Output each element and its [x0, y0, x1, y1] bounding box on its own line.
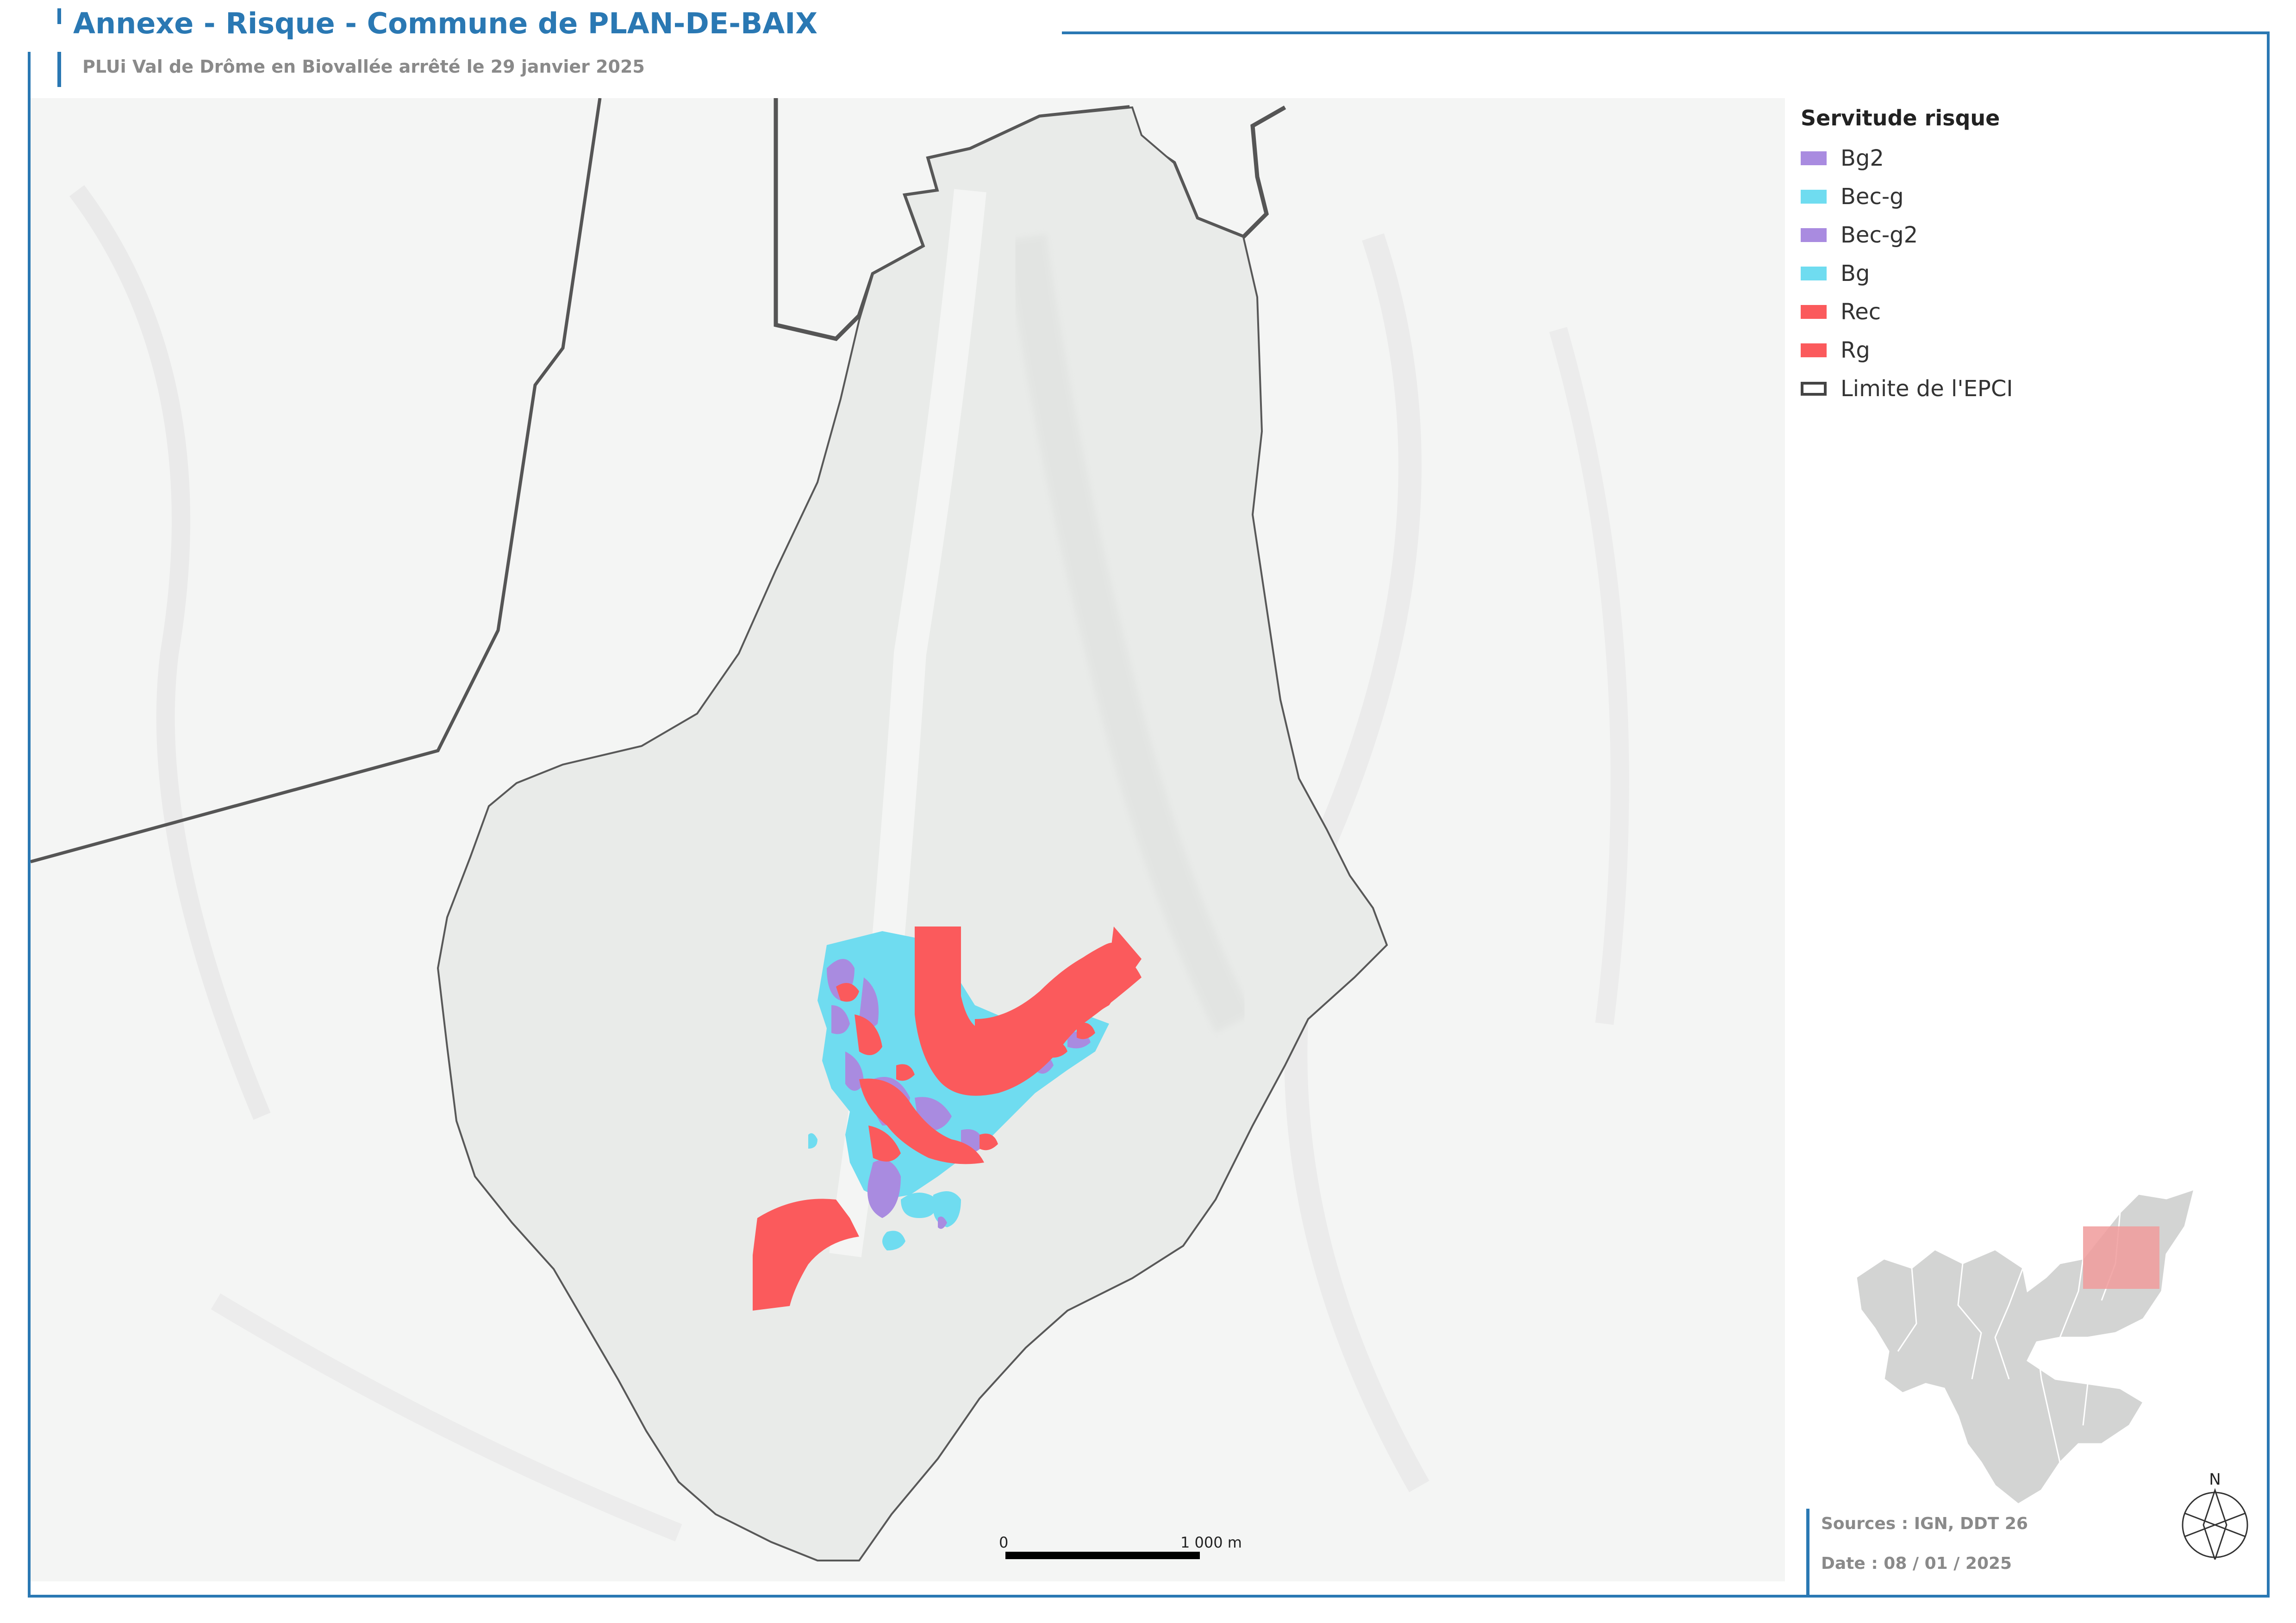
- legend-swatch: [1801, 266, 1827, 280]
- legend-label: Bg: [1841, 260, 1870, 286]
- date-text: Date : 08 / 01 / 2025: [1821, 1554, 2012, 1573]
- legend-item-bec-g2: Bec-g2: [1801, 216, 2217, 254]
- legend-label: Bec-g: [1841, 183, 1904, 210]
- scale-end-label: 1 000 m: [1180, 1534, 1242, 1551]
- locator-inset-map: [1855, 1188, 2196, 1505]
- legend-item-epci-limit: Limite de l'EPCI: [1801, 369, 2217, 408]
- risk-zones: [753, 927, 1142, 1311]
- legend-item-bec-g: Bec-g: [1801, 177, 2217, 216]
- legend-title: Servitude risque: [1801, 106, 2000, 131]
- scale-bar: [1005, 1552, 1200, 1559]
- legend-label: Bg2: [1841, 145, 1884, 171]
- legend-item-bg2: Bg2: [1801, 139, 2217, 177]
- north-arrow-icon: N: [2182, 1470, 2248, 1560]
- commune-location-marker: [2083, 1226, 2159, 1289]
- legend-item-rg: Rg: [1801, 331, 2217, 369]
- scale-start-label: 0: [999, 1534, 1009, 1551]
- page-subtitle: PLUi Val de Drôme en Biovallée arrêté le…: [82, 56, 645, 77]
- sources-text: Sources : IGN, DDT 26: [1821, 1514, 2028, 1533]
- zone-rg: [753, 1199, 859, 1311]
- legend-label: Bec-g2: [1841, 222, 1918, 248]
- legend-swatch: [1801, 343, 1827, 357]
- north-label: N: [2209, 1470, 2221, 1489]
- legend-item-rec: Rec: [1801, 292, 2217, 331]
- legend-label: Limite de l'EPCI: [1841, 375, 2013, 402]
- legend-swatch: [1801, 381, 1827, 396]
- legend-swatch: [1801, 305, 1827, 319]
- legend: Servitude risque Bg2 Bec-g Bec-g2 Bg Rec…: [1801, 106, 2217, 408]
- page-title: Annexe - Risque - Commune de PLAN-DE-BAI…: [73, 6, 818, 40]
- legend-label: Rec: [1841, 298, 1881, 325]
- epci-boundary-northwest: [31, 98, 602, 864]
- legend-swatch: [1801, 151, 1827, 165]
- legend-swatch: [1801, 189, 1827, 204]
- footer-accent-bar: [1806, 1509, 1809, 1597]
- map-frame: [28, 31, 2270, 1598]
- legend-item-bg: Bg: [1801, 254, 2217, 292]
- legend-swatch: [1801, 228, 1827, 242]
- legend-label: Rg: [1841, 337, 1870, 363]
- map-view[interactable]: [31, 98, 1785, 1581]
